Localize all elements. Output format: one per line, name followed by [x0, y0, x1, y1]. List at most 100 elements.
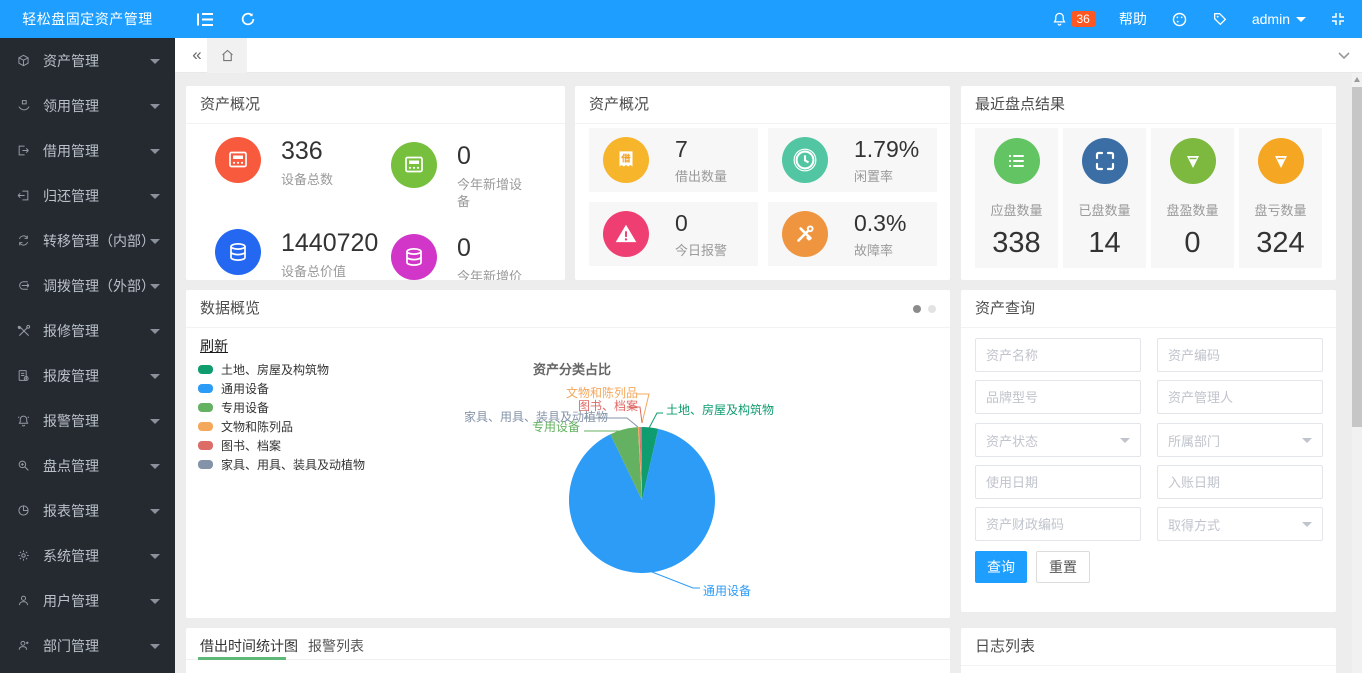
carousel-dots[interactable] — [913, 305, 936, 313]
sidebar-item-scrap[interactable]: 报废管理 — [0, 353, 175, 398]
legend-item[interactable]: 土地、房屋及构筑物 — [198, 360, 365, 379]
export-icon — [16, 144, 31, 157]
legend-item[interactable]: 文物和陈列品 — [198, 417, 365, 436]
legend-item[interactable]: 通用设备 — [198, 379, 365, 398]
refresh-icon[interactable] — [240, 11, 256, 27]
sidebar-item-assets[interactable]: 资产管理 — [0, 38, 175, 83]
warning-icon — [603, 211, 649, 257]
stat-label: 已盘数量 — [1078, 203, 1131, 218]
dispatch-icon — [16, 279, 31, 292]
legend-marker — [198, 422, 213, 431]
database-icon — [215, 229, 261, 275]
asset-manager-input[interactable] — [1157, 380, 1323, 414]
card-asset-overview-left: 资产概况 336 设备总数 0 今年新增设备 1440720 设备总价值 — [186, 86, 565, 280]
sidebar-item-departments[interactable]: 部门管理 — [0, 623, 175, 668]
department-select[interactable]: 所属部门 — [1157, 423, 1323, 457]
chevron-down-icon — [1296, 16, 1306, 22]
search-button[interactable]: 查询 — [975, 551, 1027, 583]
pie-slice[interactable] — [569, 428, 715, 573]
vertical-scrollbar[interactable] — [1352, 73, 1362, 673]
user-menu[interactable]: admin — [1252, 11, 1306, 27]
legend-item[interactable]: 家具、用具、装具及动植物 — [198, 455, 365, 474]
pie-slice[interactable] — [639, 427, 642, 500]
pie-label: 专用设备 — [532, 420, 581, 434]
legend-item[interactable]: 专用设备 — [198, 398, 365, 417]
card-title: 日志列表 — [961, 628, 1336, 666]
gear-icon — [16, 549, 31, 562]
user-icon — [16, 594, 31, 607]
use-date-input[interactable] — [975, 465, 1141, 499]
legend-item[interactable]: 图书、档案 — [198, 436, 365, 455]
asset-name-input[interactable] — [975, 338, 1141, 372]
tab-lend-time-chart[interactable]: 借出时间统计图 — [200, 638, 298, 654]
sidebar-item-borrow[interactable]: 借用管理 — [0, 128, 175, 173]
tab-alarm-list[interactable]: 报警列表 — [308, 638, 364, 654]
stat-label: 设备总价值 — [281, 264, 347, 279]
chevron-down-icon — [150, 373, 160, 379]
pie-label: 文物和陈列品 — [566, 386, 639, 400]
scrollbar-thumb[interactable] — [1352, 87, 1362, 427]
tag-icon[interactable] — [1212, 11, 1228, 27]
sidebar-item-requisition[interactable]: 领用管理 — [0, 83, 175, 128]
collapse-menu-icon[interactable] — [197, 12, 214, 27]
sidebar-item-alarm[interactable]: 报警管理 — [0, 398, 175, 443]
clock-icon — [782, 137, 828, 183]
chevron-down-icon — [150, 238, 160, 244]
stat-value: 14 — [1088, 227, 1121, 259]
acquire-method-select[interactable]: 取得方式 — [1157, 507, 1323, 541]
brand-model-input[interactable] — [975, 380, 1141, 414]
main-content: 资产概况 336 设备总数 0 今年新增设备 1440720 设备总价值 — [175, 73, 1362, 673]
bell-icon — [1052, 11, 1067, 27]
help-link[interactable]: 帮助 — [1118, 11, 1147, 27]
chevron-down-icon — [150, 58, 160, 64]
gem-icon — [1257, 138, 1304, 184]
carousel-dot[interactable] — [928, 305, 936, 313]
scroll-up-arrow-icon[interactable] — [1354, 77, 1360, 82]
fullscreen-icon[interactable] — [1330, 11, 1346, 27]
stat-value: 324 — [1256, 227, 1305, 259]
tab-home[interactable] — [207, 38, 247, 73]
sidebar-item-dispatch-external[interactable]: 调拨管理（外部） — [0, 263, 175, 308]
sidebar-item-return[interactable]: 归还管理 — [0, 173, 175, 218]
notifications[interactable]: 36 — [1052, 11, 1095, 27]
active-tab-underline — [198, 657, 286, 660]
tabs-menu-icon[interactable] — [1334, 46, 1354, 66]
stat-label: 盘亏数量 — [1254, 203, 1307, 218]
stat-new-value: 0 今年新增价值 — [391, 234, 529, 280]
sidebar-item-repair[interactable]: 报修管理 — [0, 308, 175, 353]
fiscal-code-input[interactable] — [975, 507, 1141, 541]
asset-code-input[interactable] — [1157, 338, 1323, 372]
chart-legend: 土地、房屋及构筑物 通用设备 专用设备 文物和陈列品 图书、档案 家具、用具、装… — [198, 360, 365, 474]
stat-value: 0 — [675, 209, 688, 236]
pie-label: 通用设备 — [703, 584, 752, 598]
stat-value: 7 — [675, 135, 688, 162]
sidebar-item-system[interactable]: 系统管理 — [0, 533, 175, 578]
refresh-link[interactable]: 刷新 — [200, 338, 228, 354]
pie-slice[interactable] — [610, 427, 642, 500]
sidebar-item-label: 调拨管理（外部） — [43, 277, 155, 294]
chevron-down-icon — [150, 103, 160, 109]
sidebar-item-transfer-internal[interactable]: 转移管理（内部） — [0, 218, 175, 263]
card-title: 资产查询 — [961, 290, 1336, 328]
stat-surplus: 盘盈数量 0 — [1151, 128, 1234, 268]
sidebar-item-reports[interactable]: 报表管理 — [0, 488, 175, 533]
chevron-down-icon — [150, 643, 160, 649]
sidebar-item-label: 盘点管理 — [43, 457, 99, 474]
entry-date-input[interactable] — [1157, 465, 1323, 499]
stat-label: 借出数量 — [675, 168, 728, 184]
pie-slice[interactable] — [637, 427, 642, 500]
collapse-tabs-icon[interactable]: « — [192, 45, 202, 64]
pie-slice[interactable] — [640, 427, 642, 500]
reset-button[interactable]: 重置 — [1036, 551, 1090, 583]
sidebar-item-users[interactable]: 用户管理 — [0, 578, 175, 623]
pie-slice[interactable] — [642, 427, 659, 500]
carousel-dot-active[interactable] — [913, 305, 921, 313]
asset-status-select[interactable]: 资产状态 — [975, 423, 1141, 457]
repair-icon — [16, 324, 31, 338]
card-title: 资产概况 — [186, 86, 565, 124]
theme-palette-icon[interactable] — [1171, 11, 1188, 28]
sidebar-item-inventory[interactable]: 盘点管理 — [0, 443, 175, 488]
svg-text:借: 借 — [620, 153, 631, 165]
app-title: 轻松盘固定资产管理 — [22, 11, 153, 27]
